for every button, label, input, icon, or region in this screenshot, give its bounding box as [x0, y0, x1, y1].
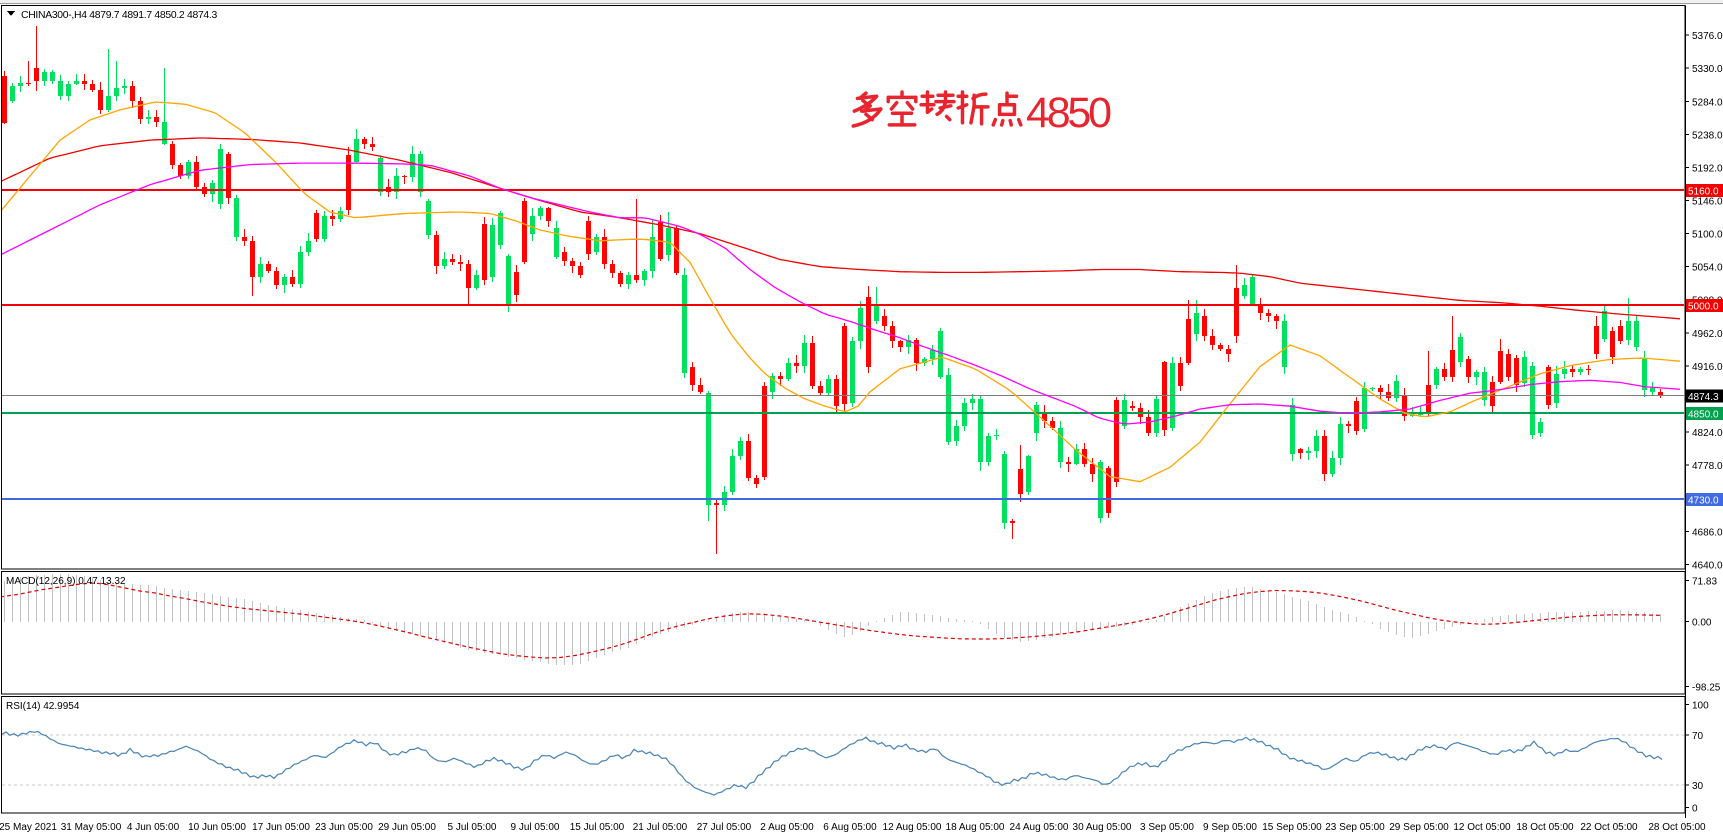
- svg-text:15 Sep 05:00: 15 Sep 05:00: [1262, 822, 1322, 833]
- svg-text:9 Sep 05:00: 9 Sep 05:00: [1203, 822, 1257, 833]
- svg-text:25 May 2021: 25 May 2021: [0, 822, 57, 833]
- svg-text:5330.0: 5330.0: [1692, 64, 1723, 75]
- svg-text:18 Oct 05:00: 18 Oct 05:00: [1516, 822, 1574, 833]
- svg-text:5000.0: 5000.0: [1688, 302, 1719, 313]
- svg-text:4850.0: 4850.0: [1688, 409, 1719, 420]
- svg-text:MACD(12,26,9) 0.47 13.32: MACD(12,26,9) 0.47 13.32: [6, 576, 126, 587]
- svg-text:5160.0: 5160.0: [1688, 186, 1719, 197]
- svg-text:9 Jul 05:00: 9 Jul 05:00: [511, 822, 560, 833]
- svg-text:27 Jul 05:00: 27 Jul 05:00: [697, 822, 752, 833]
- svg-text:5284.0: 5284.0: [1692, 97, 1723, 108]
- svg-text:23 Jun 05:00: 23 Jun 05:00: [315, 822, 373, 833]
- svg-text:5054.0: 5054.0: [1692, 263, 1723, 274]
- svg-text:4850: 4850: [1026, 89, 1112, 137]
- svg-text:CHINA300-,H4 4879.7 4891.7 48: CHINA300-,H4 4879.7 4891.7 4850.2 4874.3: [21, 10, 217, 21]
- svg-text:5238.0: 5238.0: [1692, 130, 1723, 141]
- svg-text:5192.0: 5192.0: [1692, 163, 1723, 174]
- svg-text:5146.0: 5146.0: [1692, 197, 1723, 208]
- svg-text:31 May 05:00: 31 May 05:00: [61, 822, 122, 833]
- svg-text:4916.0: 4916.0: [1692, 362, 1723, 373]
- svg-text:12 Aug 05:00: 12 Aug 05:00: [883, 822, 942, 833]
- svg-text:70: 70: [1692, 731, 1704, 742]
- svg-text:4730.0: 4730.0: [1688, 496, 1719, 507]
- svg-text:4824.0: 4824.0: [1692, 428, 1723, 439]
- svg-text:15 Jul 05:00: 15 Jul 05:00: [570, 822, 625, 833]
- svg-text:10 Jun 05:00: 10 Jun 05:00: [188, 822, 246, 833]
- svg-text:30 Aug 05:00: 30 Aug 05:00: [1073, 822, 1132, 833]
- svg-text:5 Jul 05:00: 5 Jul 05:00: [448, 822, 497, 833]
- svg-text:3 Sep 05:00: 3 Sep 05:00: [1140, 822, 1194, 833]
- svg-text:4778.0: 4778.0: [1692, 461, 1723, 472]
- svg-text:30: 30: [1692, 781, 1704, 792]
- svg-text:-98.25: -98.25: [1692, 683, 1721, 694]
- svg-text:29 Jun 05:00: 29 Jun 05:00: [378, 822, 436, 833]
- svg-text:23 Sep 05:00: 23 Sep 05:00: [1325, 822, 1385, 833]
- svg-text:0.00: 0.00: [1692, 618, 1712, 629]
- svg-text:100: 100: [1692, 701, 1709, 712]
- svg-text:22 Oct 05:00: 22 Oct 05:00: [1580, 822, 1638, 833]
- svg-text:18 Aug 05:00: 18 Aug 05:00: [946, 822, 1005, 833]
- svg-text:4962.0: 4962.0: [1692, 329, 1723, 340]
- svg-text:29 Sep 05:00: 29 Sep 05:00: [1389, 822, 1449, 833]
- svg-text:2 Aug 05:00: 2 Aug 05:00: [760, 822, 814, 833]
- svg-text:4 Jun 05:00: 4 Jun 05:00: [127, 822, 180, 833]
- svg-text:12 Oct 05:00: 12 Oct 05:00: [1453, 822, 1511, 833]
- svg-text:RSI(14) 42.9954: RSI(14) 42.9954: [6, 701, 80, 712]
- svg-text:24 Aug 05:00: 24 Aug 05:00: [1010, 822, 1069, 833]
- svg-text:28 Oct 05:00: 28 Oct 05:00: [1648, 822, 1706, 833]
- svg-text:4686.0: 4686.0: [1692, 527, 1723, 538]
- svg-text:21 Jul 05:00: 21 Jul 05:00: [633, 822, 688, 833]
- svg-text:5100.0: 5100.0: [1692, 230, 1723, 241]
- svg-text:0: 0: [1692, 804, 1698, 815]
- svg-text:17 Jun 05:00: 17 Jun 05:00: [252, 822, 310, 833]
- svg-text:4874.3: 4874.3: [1688, 392, 1719, 403]
- svg-text:71.83: 71.83: [1692, 577, 1717, 588]
- svg-text:5376.0: 5376.0: [1692, 31, 1723, 42]
- svg-text:6 Aug 05:00: 6 Aug 05:00: [823, 822, 877, 833]
- svg-text:4640.0: 4640.0: [1692, 560, 1723, 571]
